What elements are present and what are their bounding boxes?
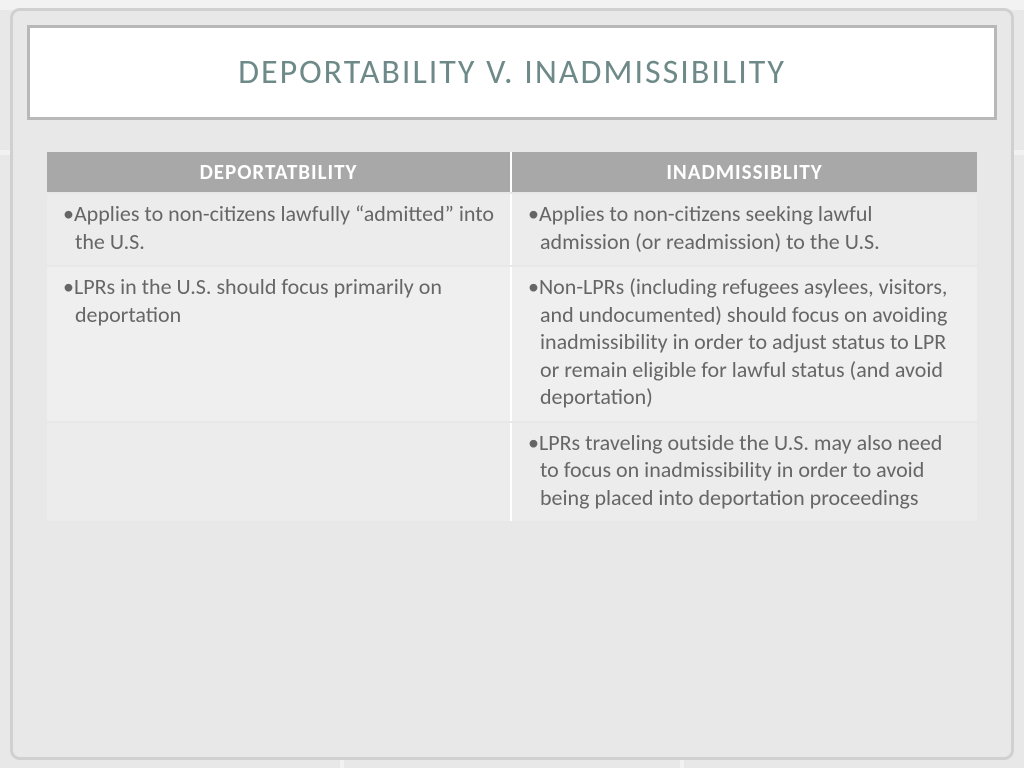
cell-right: •LPRs traveling outside the U.S. may als…: [512, 423, 977, 522]
cell-right: •Applies to non-citizens seeking lawful …: [512, 194, 977, 265]
cell-text: •LPRs traveling outside the U.S. may als…: [526, 429, 963, 512]
comparison-table: DEPORTATBILITY INADMISSIBLITY •Applies t…: [47, 150, 977, 523]
slide-title: DEPORTABILITY V. INADMISSIBILITY: [40, 52, 984, 93]
cell-left: •LPRs in the U.S. should focus primarily…: [47, 267, 512, 421]
cell-left: •Applies to non-citizens lawfully “admit…: [47, 194, 512, 265]
cell-text: •LPRs in the U.S. should focus primarily…: [61, 273, 496, 328]
col-header-left: DEPORTATBILITY: [47, 152, 512, 192]
cell-text: •Applies to non-citizens seeking lawful …: [526, 200, 963, 255]
cell-text: •Applies to non-citizens lawfully “admit…: [61, 200, 496, 255]
slide-frame: DEPORTABILITY V. INADMISSIBILITY DEPORTA…: [10, 8, 1014, 760]
title-box: DEPORTABILITY V. INADMISSIBILITY: [27, 25, 997, 120]
table-row: •Applies to non-citizens lawfully “admit…: [47, 194, 977, 265]
table-header-row: DEPORTATBILITY INADMISSIBLITY: [47, 152, 977, 192]
table-row: •LPRs in the U.S. should focus primarily…: [47, 267, 977, 421]
cell-right: •Non-LPRs (including refugees asylees, v…: [512, 267, 977, 421]
cell-text: •Non-LPRs (including refugees asylees, v…: [526, 273, 963, 411]
col-header-right: INADMISSIBLITY: [512, 152, 977, 192]
table-row: •LPRs traveling outside the U.S. may als…: [47, 423, 977, 522]
cell-left: [47, 423, 512, 522]
